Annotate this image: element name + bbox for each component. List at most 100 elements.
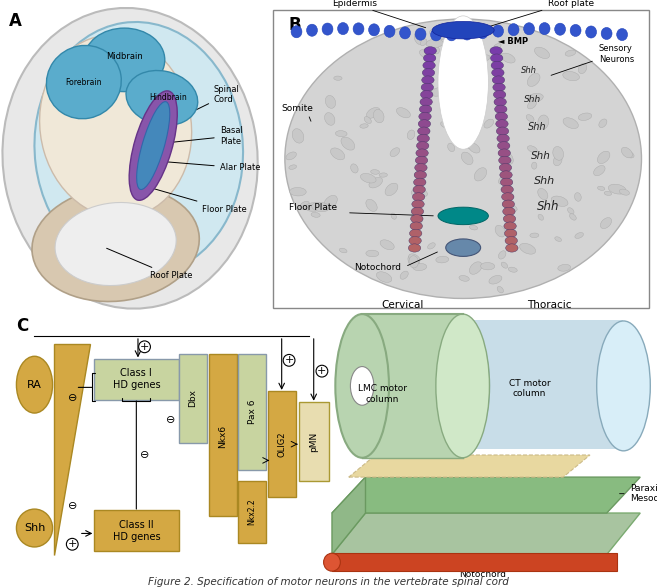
Text: Cervical: Cervical (381, 300, 424, 310)
FancyBboxPatch shape (238, 481, 266, 543)
Ellipse shape (409, 256, 419, 268)
Text: Floor Plate: Floor Plate (150, 188, 247, 213)
Ellipse shape (350, 366, 374, 405)
Ellipse shape (420, 39, 427, 46)
Ellipse shape (338, 22, 348, 35)
Ellipse shape (624, 151, 634, 158)
Ellipse shape (537, 188, 548, 200)
Ellipse shape (520, 243, 535, 254)
Polygon shape (54, 344, 91, 555)
FancyBboxPatch shape (268, 392, 296, 497)
Ellipse shape (553, 155, 562, 166)
Polygon shape (362, 314, 463, 457)
Ellipse shape (330, 148, 345, 160)
Ellipse shape (369, 178, 382, 188)
Text: Spinal
Cord: Spinal Cord (164, 85, 240, 125)
Ellipse shape (325, 95, 336, 108)
FancyBboxPatch shape (273, 9, 649, 308)
Ellipse shape (501, 185, 513, 193)
Ellipse shape (500, 171, 512, 179)
Ellipse shape (509, 267, 517, 272)
Ellipse shape (379, 173, 388, 177)
Ellipse shape (575, 232, 583, 238)
Ellipse shape (506, 244, 518, 252)
Ellipse shape (390, 148, 399, 156)
Ellipse shape (410, 222, 422, 230)
Text: A: A (9, 12, 22, 30)
Ellipse shape (364, 116, 371, 123)
Ellipse shape (574, 193, 581, 201)
Ellipse shape (16, 356, 53, 413)
Text: Shh: Shh (531, 151, 551, 161)
Ellipse shape (530, 233, 539, 238)
Text: +: + (284, 355, 294, 365)
Ellipse shape (459, 134, 470, 142)
Ellipse shape (465, 144, 475, 149)
Ellipse shape (421, 83, 434, 92)
Ellipse shape (495, 105, 507, 113)
Ellipse shape (563, 118, 578, 129)
Ellipse shape (409, 229, 422, 238)
Ellipse shape (539, 22, 550, 35)
Ellipse shape (526, 115, 534, 122)
Ellipse shape (436, 256, 449, 263)
Ellipse shape (563, 71, 579, 81)
Ellipse shape (384, 25, 395, 37)
Ellipse shape (445, 79, 451, 86)
Ellipse shape (400, 271, 408, 279)
Ellipse shape (490, 46, 503, 55)
Ellipse shape (484, 119, 493, 128)
Text: ◄ BMP: ◄ BMP (498, 38, 528, 46)
Ellipse shape (504, 222, 516, 230)
Ellipse shape (608, 184, 626, 194)
Text: Forebrain: Forebrain (66, 78, 102, 86)
Ellipse shape (409, 236, 421, 245)
Ellipse shape (366, 199, 377, 211)
Ellipse shape (413, 185, 425, 193)
Ellipse shape (407, 130, 415, 139)
Ellipse shape (469, 262, 482, 274)
Ellipse shape (411, 189, 428, 198)
Ellipse shape (360, 124, 368, 128)
Ellipse shape (493, 25, 503, 37)
Ellipse shape (419, 49, 432, 59)
Ellipse shape (414, 32, 424, 45)
Ellipse shape (528, 74, 540, 86)
Ellipse shape (408, 255, 420, 268)
Text: Shh: Shh (537, 199, 559, 213)
Ellipse shape (371, 170, 380, 174)
Ellipse shape (413, 263, 426, 270)
Ellipse shape (434, 47, 440, 54)
Ellipse shape (555, 237, 562, 242)
Ellipse shape (396, 108, 411, 118)
Text: Somite: Somite (281, 104, 313, 113)
Ellipse shape (528, 146, 537, 152)
Ellipse shape (597, 186, 605, 191)
Ellipse shape (361, 173, 376, 183)
Text: Shh: Shh (533, 176, 555, 186)
Ellipse shape (501, 178, 513, 186)
Polygon shape (349, 455, 590, 477)
Text: Hindbrain: Hindbrain (148, 93, 187, 102)
Ellipse shape (553, 146, 564, 161)
Ellipse shape (528, 101, 536, 109)
Polygon shape (332, 513, 640, 554)
Ellipse shape (419, 112, 431, 121)
Ellipse shape (499, 163, 512, 172)
Ellipse shape (495, 101, 503, 105)
Polygon shape (332, 477, 365, 554)
Ellipse shape (491, 54, 503, 62)
Ellipse shape (491, 61, 503, 69)
Ellipse shape (570, 25, 581, 36)
Ellipse shape (499, 176, 506, 184)
Ellipse shape (495, 225, 505, 237)
Ellipse shape (468, 143, 480, 153)
Text: Shh: Shh (24, 523, 45, 533)
Ellipse shape (428, 243, 435, 249)
Text: Midbrain: Midbrain (106, 52, 143, 61)
Ellipse shape (470, 24, 476, 31)
Ellipse shape (285, 19, 641, 299)
Ellipse shape (412, 200, 424, 208)
Ellipse shape (409, 254, 420, 263)
Ellipse shape (477, 26, 488, 39)
